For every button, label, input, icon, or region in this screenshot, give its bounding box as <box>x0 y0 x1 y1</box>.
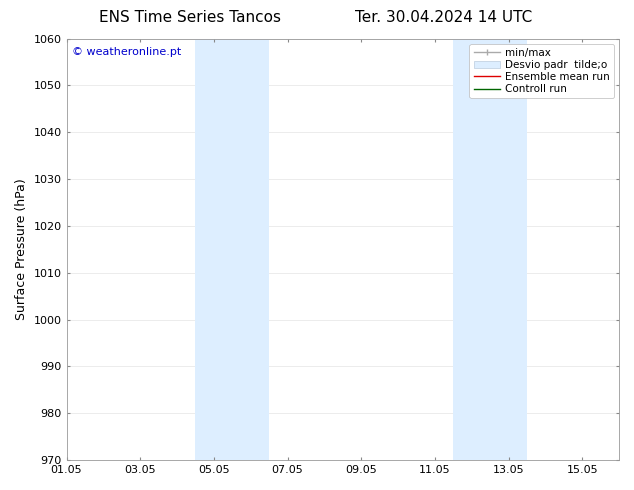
Bar <box>453 39 490 460</box>
Text: Ter. 30.04.2024 14 UTC: Ter. 30.04.2024 14 UTC <box>355 10 533 25</box>
Bar <box>490 39 527 460</box>
Text: ENS Time Series Tancos: ENS Time Series Tancos <box>99 10 281 25</box>
Bar <box>195 39 232 460</box>
Legend: min/max, Desvio padr  tilde;o, Ensemble mean run, Controll run: min/max, Desvio padr tilde;o, Ensemble m… <box>469 44 614 98</box>
Bar <box>232 39 269 460</box>
Y-axis label: Surface Pressure (hPa): Surface Pressure (hPa) <box>15 178 28 320</box>
Text: © weatheronline.pt: © weatheronline.pt <box>72 47 181 57</box>
